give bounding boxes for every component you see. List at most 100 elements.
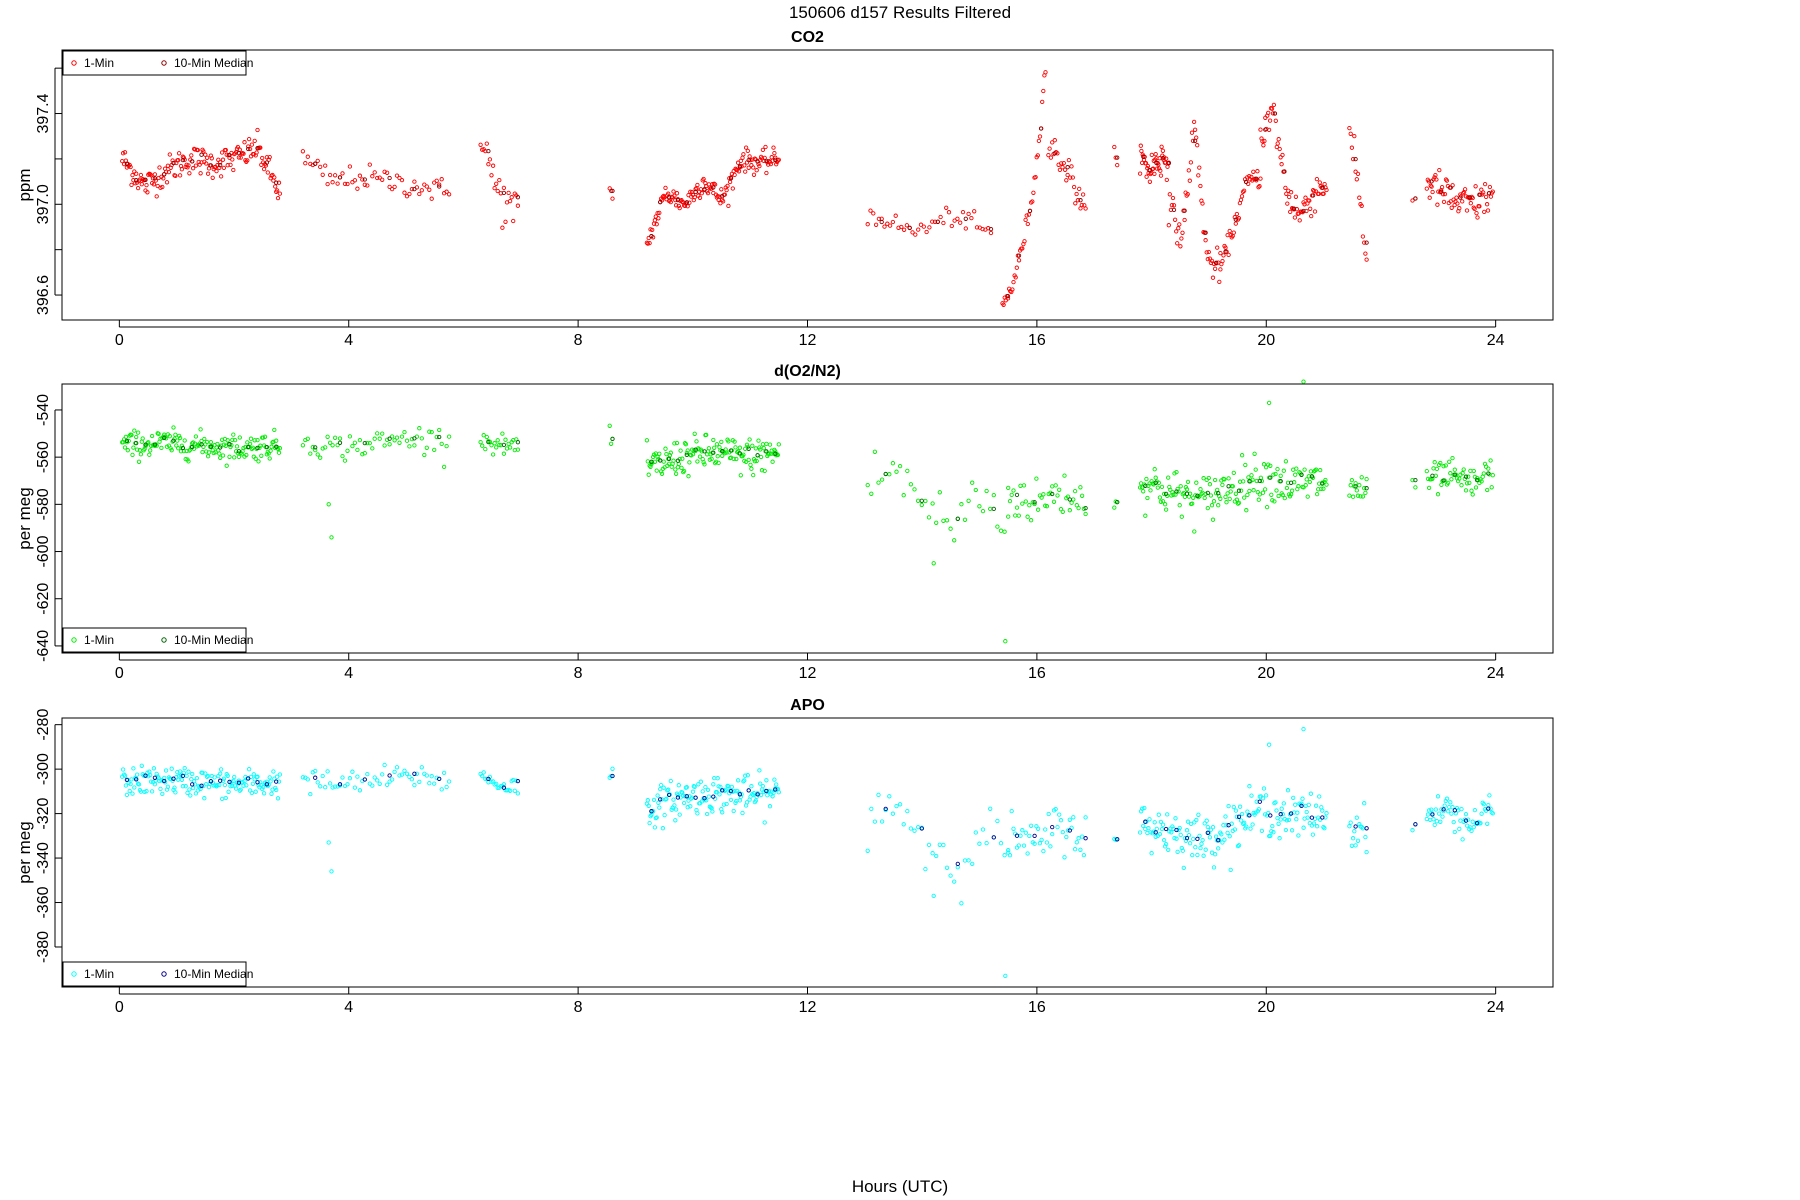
- data-point: [905, 468, 910, 474]
- data-point: [370, 783, 375, 788]
- data-point: [1137, 830, 1143, 835]
- data-point: [1218, 496, 1223, 501]
- data-point: [1078, 206, 1083, 211]
- data-point: [1058, 818, 1064, 823]
- data-point: [1303, 483, 1308, 488]
- series-1-min: [120, 726, 1495, 979]
- data-point: [200, 770, 205, 776]
- data-point: [608, 188, 614, 194]
- data-point: [1239, 811, 1245, 817]
- data-point: [232, 774, 237, 780]
- data-point: [1466, 817, 1471, 822]
- data-point: [1429, 184, 1434, 189]
- data-point: [507, 198, 513, 204]
- legend-label-1-min: 1-Min: [84, 56, 114, 70]
- data-point: [184, 448, 189, 454]
- data-point: [178, 449, 184, 454]
- data-point: [715, 776, 720, 781]
- data-point: [1352, 829, 1357, 834]
- data-point: [478, 439, 483, 445]
- data-point: [1237, 804, 1243, 809]
- data-point: [741, 152, 746, 157]
- median-point: [883, 471, 888, 477]
- data-point: [1065, 828, 1071, 833]
- data-point: [655, 793, 660, 798]
- data-point: [269, 444, 274, 449]
- median-point: [180, 157, 186, 163]
- median-point: [1153, 830, 1158, 835]
- median-point: [649, 459, 654, 464]
- data-point: [1251, 169, 1256, 174]
- data-point: [869, 491, 874, 496]
- median-point: [236, 449, 242, 454]
- data-point: [1284, 485, 1290, 491]
- data-point: [387, 442, 392, 447]
- data-point: [419, 188, 424, 193]
- data-point: [246, 136, 252, 142]
- plot-frame: [61, 49, 1554, 321]
- data-point: [767, 442, 773, 447]
- data-point: [654, 468, 659, 473]
- data-point: [960, 209, 966, 215]
- data-point: [695, 182, 700, 188]
- data-point: [506, 190, 511, 196]
- data-point: [136, 459, 142, 464]
- data-point: [253, 456, 258, 461]
- data-point: [1023, 499, 1028, 504]
- data-point: [1224, 500, 1229, 505]
- data-point: [1163, 507, 1169, 512]
- median-point: [162, 778, 167, 784]
- data-point: [397, 773, 402, 778]
- data-point: [652, 825, 658, 830]
- median-point: [693, 795, 698, 800]
- legend-box: [62, 961, 247, 987]
- data-point: [384, 782, 390, 787]
- data-point: [1293, 802, 1298, 807]
- data-point: [1199, 491, 1204, 497]
- data-point: [1300, 796, 1305, 801]
- data-point: [367, 162, 372, 167]
- data-point: [223, 795, 228, 801]
- data-point: [711, 437, 716, 443]
- median-point: [711, 794, 716, 799]
- data-point: [974, 225, 980, 230]
- data-point: [1471, 824, 1476, 830]
- data-point: [1065, 494, 1071, 499]
- data-point: [255, 774, 260, 779]
- data-point: [1041, 88, 1046, 94]
- data-point: [268, 448, 273, 453]
- data-point: [399, 434, 405, 439]
- data-point: [1241, 821, 1246, 826]
- median-point: [755, 453, 760, 458]
- data-point: [905, 808, 910, 814]
- data-point: [419, 765, 424, 770]
- data-point: [737, 798, 743, 803]
- median-point: [124, 161, 130, 167]
- data-point: [360, 452, 365, 457]
- data-point: [507, 788, 513, 793]
- data-point: [492, 441, 497, 446]
- median-point: [236, 780, 242, 785]
- median-point: [883, 806, 888, 812]
- data-point: [272, 427, 277, 433]
- data-point: [225, 163, 230, 168]
- data-point: [1258, 176, 1263, 181]
- data-point: [1006, 848, 1011, 853]
- data-point: [876, 792, 881, 798]
- median-point: [1301, 208, 1306, 214]
- data-point: [183, 456, 188, 462]
- data-point: [1169, 830, 1174, 835]
- data-point: [1072, 847, 1078, 852]
- data-point: [495, 188, 500, 194]
- data-point: [1324, 187, 1329, 193]
- data-point: [1317, 180, 1322, 185]
- data-point: [1035, 826, 1041, 831]
- data-point: [236, 454, 242, 460]
- data-point: [1036, 138, 1042, 144]
- median-point: [1299, 803, 1304, 809]
- data-point: [1198, 845, 1203, 851]
- median-point: [1263, 127, 1268, 132]
- data-point: [140, 177, 145, 182]
- data-point: [139, 182, 144, 187]
- data-point: [218, 455, 223, 460]
